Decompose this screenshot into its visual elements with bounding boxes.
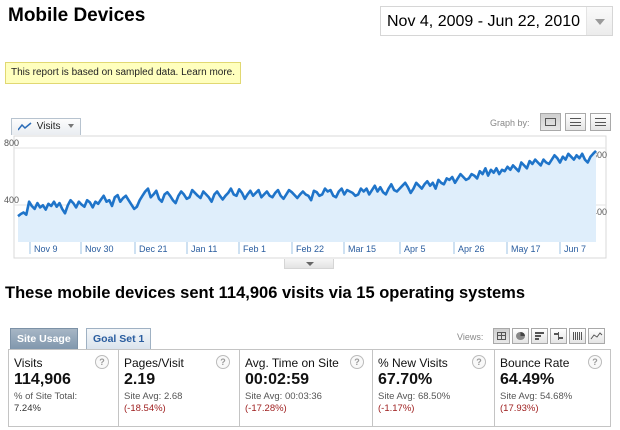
help-icon[interactable]: ? [350,355,364,369]
metric-delta: (17.93%) [500,403,539,414]
page-title: Mobile Devices [8,5,146,26]
view-comparison-button[interactable] [550,328,567,344]
chevron-down-icon[interactable] [586,7,612,35]
help-icon[interactable]: ? [472,355,486,369]
summary-heading: These mobile devices sent 114,906 visits… [5,284,526,302]
metric-value: 114,906 [14,371,71,388]
pivot-icon [573,332,582,340]
x-tick-label: Nov 9 [34,244,58,254]
tab-site-usage[interactable]: Site Usage [10,328,78,349]
metric-site-avg: Site Avg: 00:03:36 [245,391,322,402]
view-pie-button[interactable] [512,328,529,344]
metric-pages-per-visit[interactable]: Pages/Visit 2.19 Site Avg: 2.68 (-18.54%… [119,350,240,426]
graph-by-label: Graph by: [490,118,530,128]
metric-label: % New Visits [378,356,448,370]
visits-chart: 800 800 400 400 Nov 9 Nov 30 Dec 21 Jan 11 Feb 1… [4,135,607,259]
metric-site-total-label: % of Site Total: [14,391,78,402]
graph-metric-selector[interactable]: Visits [11,118,82,135]
y-tick-label: 800 [592,150,607,160]
help-icon[interactable]: ? [216,355,230,369]
graph-by-week-button[interactable] [565,113,586,131]
metric-value: 2.19 [124,371,156,388]
x-tick-label: Feb 22 [296,244,324,254]
metric-site-total-value: 7.24% [14,403,41,414]
metric-label: Bounce Rate [500,356,570,370]
view-table-button[interactable] [493,328,510,344]
metric-visits[interactable]: Visits 114,906 % of Site Total: 7.24% ? [9,350,119,426]
y-tick-label: 400 [592,207,607,217]
week-icon [570,118,581,126]
x-tick-label: Nov 30 [85,244,114,254]
sampled-data-notice[interactable]: This report is based on sampled data. Le… [5,62,242,84]
metric-value: 64.49% [500,371,555,388]
comparison-icon [554,332,563,340]
x-tick-label: Feb 1 [243,244,266,254]
metric-value: 67.70% [378,371,433,388]
y-tick-label: 800 [4,138,19,148]
x-tick-label: Apr 26 [458,244,485,254]
metrics-scorecard: Visits 114,906 % of Site Total: 7.24% ? … [8,349,611,427]
date-range-value: Nov 4, 2009 - Jun 22, 2010 [387,13,581,30]
y-tick-label: 400 [4,195,19,205]
month-icon [595,118,606,126]
pie-chart-icon [516,332,525,340]
metric-delta: (-1.17%) [378,403,415,414]
view-sparkline-button[interactable] [588,328,605,344]
metric-site-avg: Site Avg: 2.68 [124,391,183,402]
sparkline-icon [590,332,603,340]
metric-new-visits[interactable]: % New Visits 67.70% Site Avg: 68.50% (-1… [373,350,495,426]
day-icon [545,118,556,126]
help-icon[interactable]: ? [95,355,109,369]
x-tick-label: Jun 7 [564,244,586,254]
metric-delta: (-17.28%) [245,403,287,414]
view-pivot-button[interactable] [569,328,586,344]
metric-label: Pages/Visit [124,356,184,370]
table-view-icon [497,332,506,340]
graph-metric-label: Visits [36,121,61,132]
x-tick-label: Dec 21 [139,244,168,254]
metric-label: Avg. Time on Site [245,356,339,370]
metric-bounce-rate[interactable]: Bounce Rate 64.49% Site Avg: 54.68% (17.… [495,350,610,426]
views-label: Views: [457,332,484,342]
visits-line [17,149,597,218]
x-tick-label: Apr 5 [404,244,426,254]
view-bar-button[interactable] [531,328,548,344]
metric-value: 00:02:59 [245,371,310,388]
x-tick-label: Jan 11 [191,244,217,254]
graph-by-month-button[interactable] [590,113,611,131]
dropdown-arrow-icon [68,124,75,129]
metric-site-avg: Site Avg: 54.68% [500,391,573,402]
bar-chart-icon [535,332,544,340]
metric-delta: (-18.54%) [124,403,166,414]
line-chart-icon [18,122,32,131]
help-icon[interactable]: ? [588,355,602,369]
x-tick-label: May 17 [511,244,541,254]
metric-site-avg: Site Avg: 68.50% [378,391,451,402]
x-tick-label: Mar 15 [348,244,376,254]
metric-avg-time-on-site[interactable]: Avg. Time on Site 00:02:59 Site Avg: 00:… [240,350,373,426]
collapse-graph-handle[interactable] [284,259,334,269]
graph-by-day-button[interactable] [540,113,561,131]
date-range-picker[interactable]: Nov 4, 2009 - Jun 22, 2010 [380,6,613,36]
metric-label: Visits [14,356,43,370]
tab-goal-set-1[interactable]: Goal Set 1 [86,328,152,349]
